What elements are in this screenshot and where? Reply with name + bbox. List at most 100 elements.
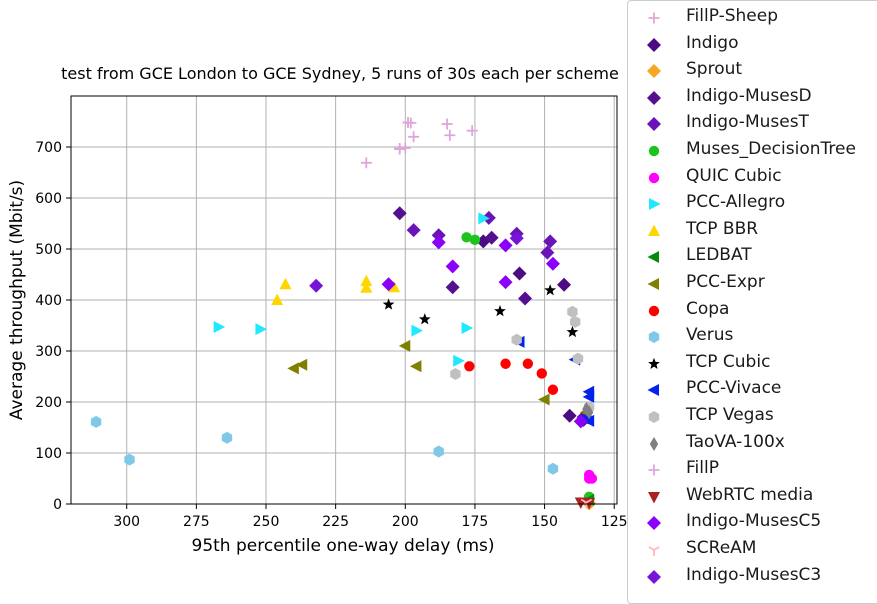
- legend-item-verus: Verus: [628, 323, 877, 349]
- axis-ticks: 300 275 250 225 200 175 150 125 0 100 200 300 400 500…: [35, 140, 627, 530]
- legend-marker-shape: [647, 117, 661, 132]
- point-indigo-musest: [481, 210, 496, 225]
- point-tcp-bbr: [388, 280, 401, 293]
- point-tcp-vegas: [567, 305, 578, 318]
- legend-marker-muses-decisiontree: [648, 145, 660, 157]
- point-tcp-bbr: [360, 281, 373, 293]
- legend-item-pcc-vivace: PCC-Vivace: [628, 376, 877, 402]
- legend-marker-shape: [648, 546, 660, 556]
- point-copa: [547, 384, 559, 395]
- grid: [71, 96, 617, 505]
- y-tick-label: 400: [35, 293, 62, 309]
- point-tcp-cubic: [544, 284, 557, 296]
- legend-label: TCP Vegas: [686, 405, 774, 425]
- chart-title: test from GCE London to GCE Sydney, 5 ru…: [61, 64, 619, 83]
- point-taova-100x: [582, 402, 591, 417]
- legend-marker-indigo: [647, 37, 661, 52]
- point-copa: [464, 361, 475, 372]
- legend-item-webrtc-media: WebRTC media: [628, 483, 877, 509]
- point-indigo: [512, 266, 527, 281]
- legend-marker-pcc-vivace: [647, 384, 659, 397]
- legend-marker-shape: [647, 90, 661, 105]
- legend-item-indigo-musest: Indigo-MusesT: [628, 110, 877, 136]
- legend-label: Indigo-MusesC3: [686, 564, 822, 585]
- x-tick-label: 275: [183, 514, 210, 530]
- point-pcc-vivace: [582, 390, 595, 403]
- point-indigo-musesd: [392, 206, 407, 221]
- point-indigo: [557, 277, 572, 292]
- legend-marker-taova-100x: [649, 436, 659, 451]
- point-indigo-musest: [406, 223, 421, 238]
- legend: FillP-Sheep Indigo Sprout Indigo-MusesD Indi…: [627, 0, 877, 604]
- legend-marker-sprout: [647, 64, 661, 79]
- point-indigo-musesc5: [545, 256, 560, 271]
- point-pcc-allegro: [255, 323, 267, 336]
- x-tick-label: 200: [392, 514, 419, 530]
- point-pcc-expr: [398, 339, 411, 352]
- point-indigo-musest: [543, 234, 558, 249]
- legend-marker-shape: [648, 331, 660, 344]
- y-axis-label: Average throughput (Mbit/s): [7, 180, 27, 420]
- legend-label: WebRTC media: [686, 484, 814, 505]
- point-pcc-allegro: [461, 322, 474, 335]
- legend-marker-shape: [649, 436, 659, 451]
- legend-marker-shape: [647, 37, 661, 52]
- legend-item-indigo-musesc5: Indigo-MusesC5: [628, 509, 877, 535]
- legend-marker-shape: [648, 145, 660, 157]
- point-indigo-musesc5: [573, 414, 588, 429]
- legend-marker-tcp-vegas: [648, 411, 660, 423]
- y-tick-label: 200: [35, 395, 62, 411]
- point-indigo-musesc5: [431, 235, 446, 250]
- point-indigo-musesc3: [509, 231, 524, 246]
- point-pcc-allegro: [213, 321, 226, 334]
- legend-item-sprout: Sprout: [628, 57, 877, 83]
- point-tcp-vegas: [570, 315, 581, 328]
- point-tcp-bbr: [279, 277, 292, 290]
- point-scream: [580, 498, 593, 509]
- point-copa: [536, 368, 547, 379]
- point-tcp-bbr: [360, 274, 373, 287]
- y-tick-label: 700: [35, 140, 62, 156]
- legend-marker-shape: [649, 198, 661, 211]
- point-verus: [90, 415, 102, 428]
- point-pcc-allegro: [411, 324, 423, 337]
- legend-item-tcp-vegas: TCP Vegas: [628, 403, 877, 429]
- point-indigo-musesd: [445, 280, 460, 295]
- legend-item-pcc-expr: PCC-Expr: [628, 270, 877, 296]
- legend-marker-indigo-musesc5: [647, 516, 661, 531]
- point-fillp-sheep: [466, 125, 478, 137]
- point-copa: [500, 358, 511, 369]
- point-tcp-vegas: [511, 333, 522, 346]
- x-tick-label: 150: [531, 514, 558, 530]
- legend-item-scream: SCReAM: [628, 536, 877, 562]
- legend-marker-indigo-musest: [647, 117, 661, 132]
- point-fillp-sheep: [360, 157, 372, 169]
- point-tcp-cubic: [418, 313, 431, 325]
- legend-marker-tcp-bbr: [648, 224, 660, 236]
- legend-marker-scream: [648, 546, 660, 556]
- point-pcc-expr: [287, 362, 299, 375]
- legend-label: Copa: [686, 298, 730, 319]
- point-indigo: [562, 408, 577, 423]
- legend-marker-fillp-sheep: [648, 12, 660, 24]
- legend-marker-tcp-cubic: [648, 357, 660, 369]
- point-indigo-musesc5: [498, 275, 513, 290]
- y-tick-label: 500: [35, 242, 62, 258]
- legend-label: Muses_DecisionTree: [686, 139, 856, 159]
- legend-marker-shape: [648, 224, 660, 236]
- legend-item-fillp: FillP: [628, 456, 877, 482]
- point-indigo-musesd: [484, 230, 499, 245]
- point-indigo-musesc5: [498, 238, 513, 253]
- legend-marker-shape: [648, 464, 660, 476]
- legend-label: Verus: [686, 325, 734, 346]
- point-indigo-musesc5: [381, 277, 396, 292]
- point-indigo-musesd: [518, 291, 533, 306]
- legend-marker-shape: [648, 491, 660, 504]
- point-taova-100x: [584, 405, 594, 420]
- legend-marker-shape: [648, 411, 660, 423]
- legend-item-indigo-musesd: Indigo-MusesD: [628, 84, 877, 110]
- point-quic-cubic: [586, 473, 598, 484]
- legend-label: FillP: [686, 458, 719, 479]
- point-tcp-cubic: [494, 305, 506, 317]
